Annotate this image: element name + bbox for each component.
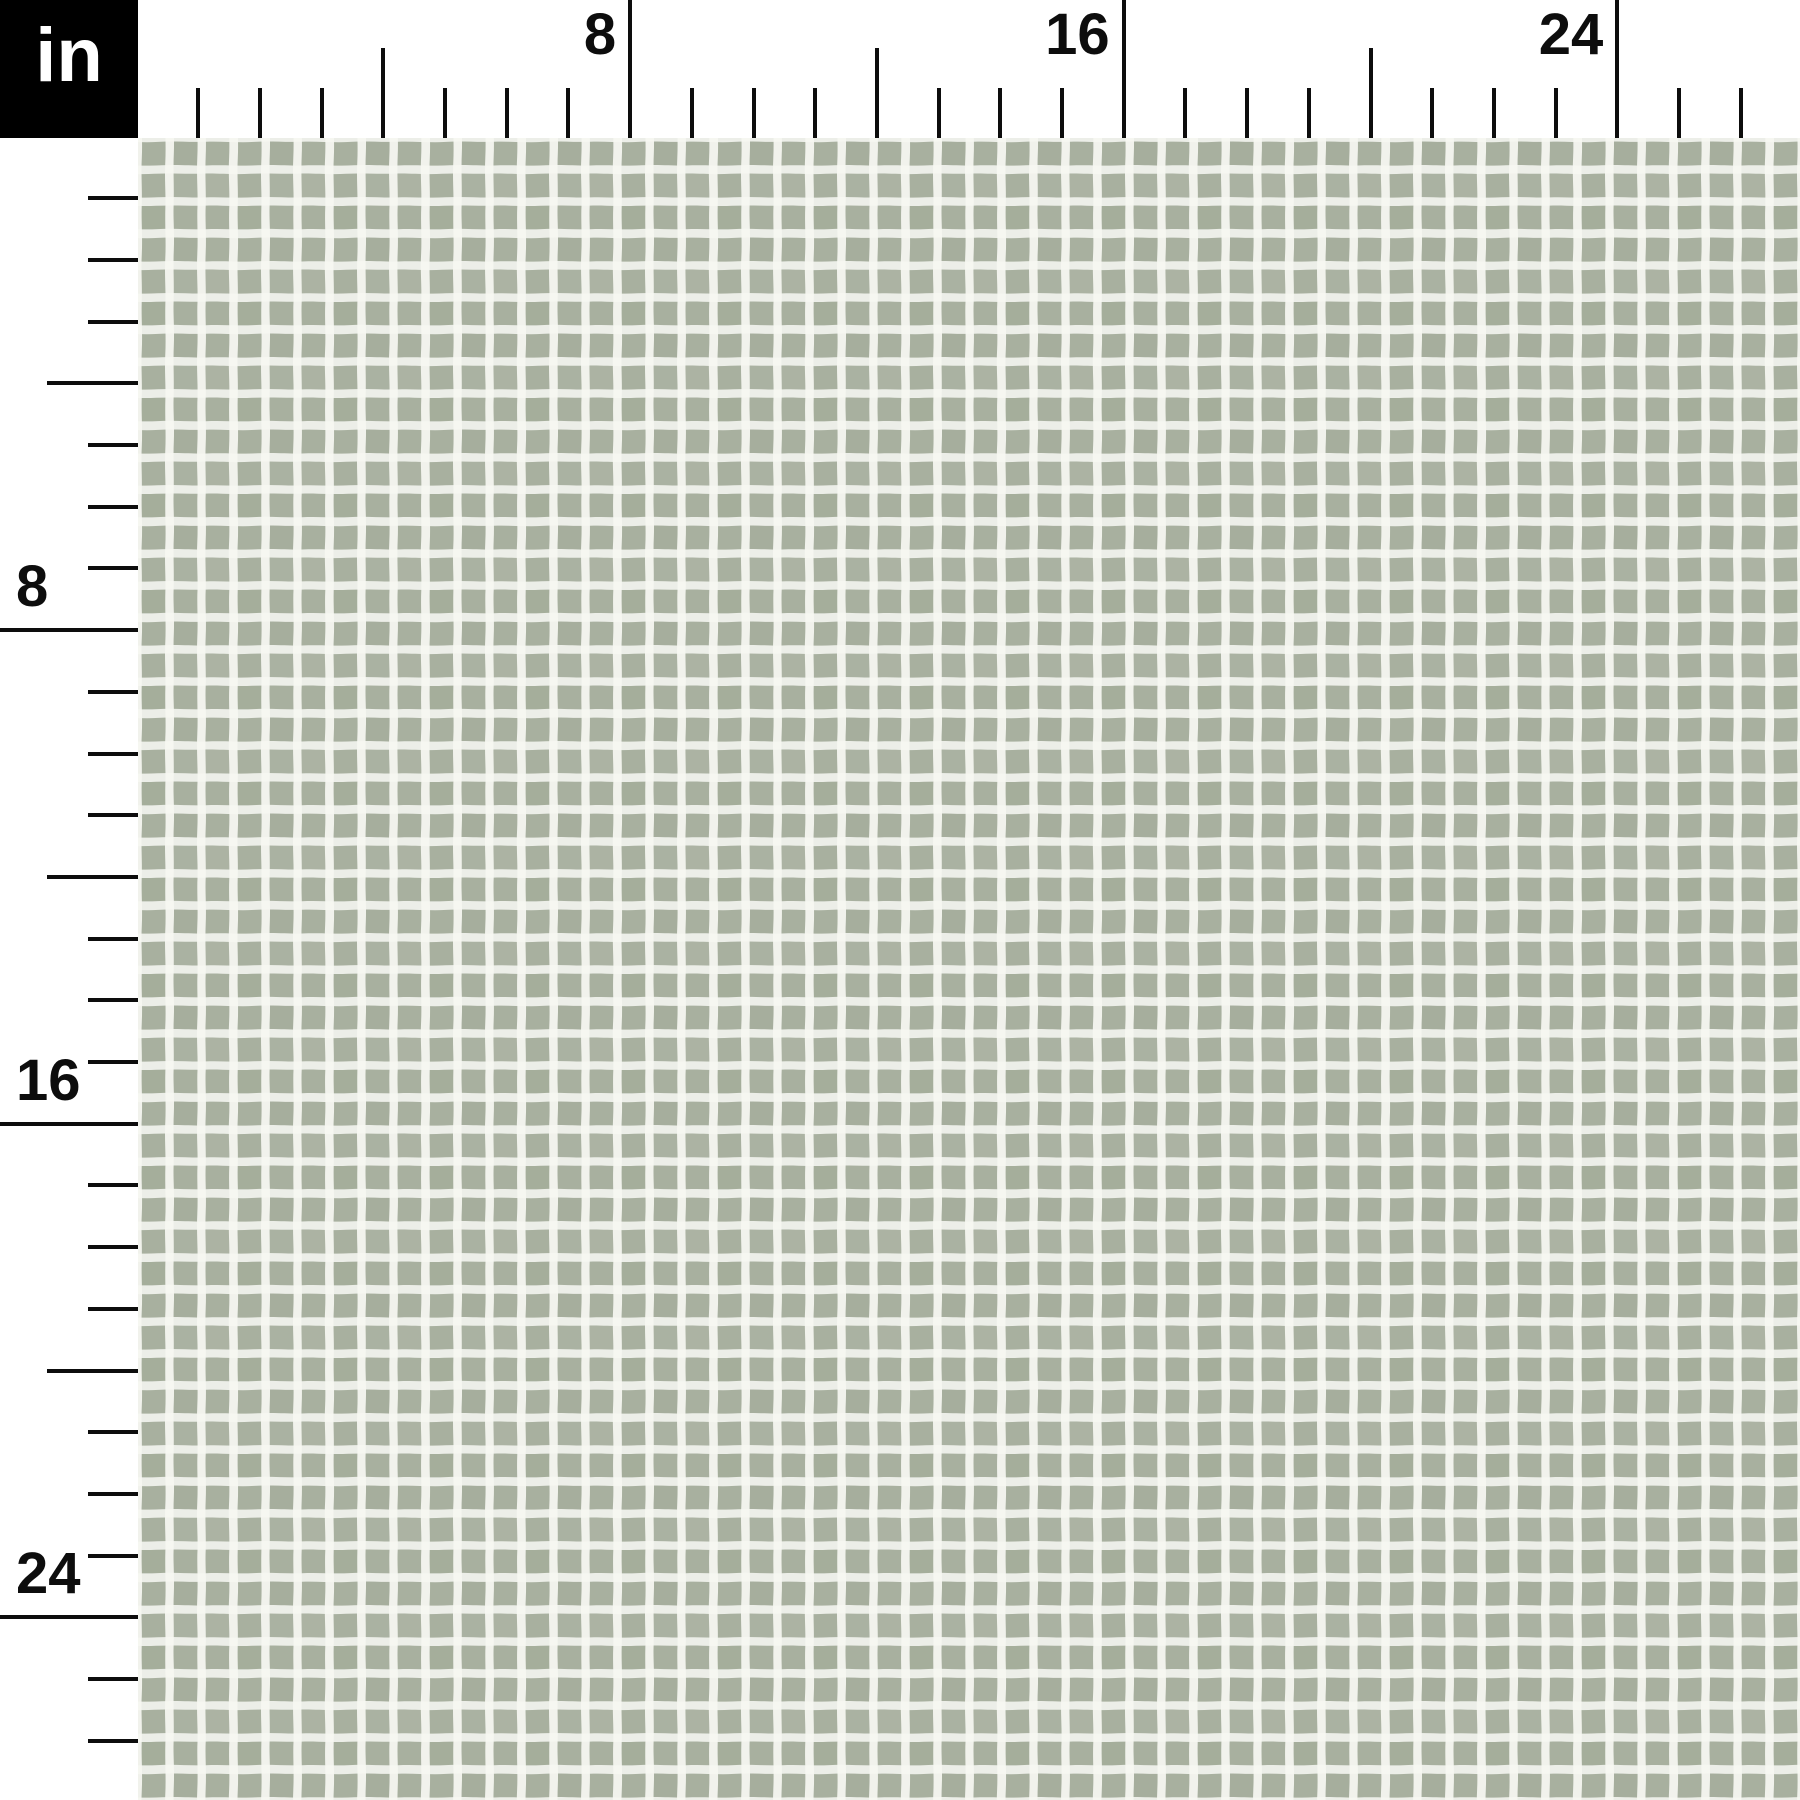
ruler-tick-top-9in <box>689 88 694 138</box>
ruler-label-left-24: 24 <box>16 1541 81 1607</box>
ruler-tick-left-13in <box>88 936 138 941</box>
ruler-tick-top-5in <box>443 88 447 138</box>
ruler-tick-top-22in <box>1491 88 1496 138</box>
ruler-tick-top-12in <box>874 48 879 138</box>
ruler-tick-top-18in <box>1245 88 1250 138</box>
ruler-tick-left-12in <box>47 874 138 879</box>
ruler-tick-left-18in <box>88 1245 138 1250</box>
ruler-tick-left-3in <box>88 319 138 324</box>
ruler-tick-top-3in <box>319 88 324 138</box>
gingham-pattern-graphic <box>138 138 1800 1800</box>
ruler-label-left-8: 8 <box>16 554 49 620</box>
ruler-tick-left-26in <box>88 1738 138 1743</box>
ruler-tick-left-21in <box>88 1430 138 1435</box>
ruler-tick-left-2in <box>88 257 138 262</box>
ruler-tick-top-11in <box>813 88 818 138</box>
ruler-tick-top-4in <box>381 48 386 138</box>
ruler-tick-left-7in <box>88 566 138 571</box>
ruler-tick-top-7in <box>566 88 571 138</box>
ruler-tick-top-16in <box>1121 0 1126 138</box>
ruler-tick-top-19in <box>1306 88 1311 138</box>
ruler-tick-left-20in <box>47 1368 138 1373</box>
ruler-tick-top-15in <box>1060 88 1064 138</box>
ruler-tick-left-23in <box>88 1553 138 1558</box>
ruler-tick-top-6in <box>504 88 509 138</box>
ruler-tick-left-4in <box>47 381 138 386</box>
ruler-tick-top-21in <box>1430 88 1435 138</box>
ruler-tick-left-1in <box>88 196 138 201</box>
ruler-tick-left-10in <box>88 751 138 756</box>
ruler-tick-top-23in <box>1553 88 1558 138</box>
ruler-tick-top-10in <box>751 88 756 138</box>
ruler-tick-left-8in <box>0 628 138 633</box>
ruler-tick-left-5in <box>88 443 138 447</box>
ruler-tick-top-8in <box>628 0 633 138</box>
ruler-tick-top-13in <box>936 88 941 138</box>
ruler-tick-top-25in <box>1677 88 1681 138</box>
ruler-tick-left-6in <box>88 504 138 509</box>
ruler-tick-left-24in <box>0 1615 138 1620</box>
ruler-tick-top-14in <box>998 88 1003 138</box>
ruler-tick-top-1in <box>196 88 201 138</box>
ruler-tick-top-20in <box>1368 48 1373 138</box>
ruler-label-top-24: 24 <box>1538 2 1604 67</box>
unit-label: in <box>35 13 103 98</box>
ruler-tick-left-19in <box>88 1306 138 1311</box>
ruler-tick-left-16in <box>0 1121 138 1126</box>
ruler-left-inches: 8 16 24 <box>0 0 138 1800</box>
ruler-tick-top-26in <box>1738 88 1743 138</box>
ruler-label-left-16: 16 <box>16 1047 81 1113</box>
ruler-label-top-16: 16 <box>1045 2 1110 67</box>
ruler-tick-left-15in <box>88 1060 138 1064</box>
ruler-label-top-8: 8 <box>583 2 617 67</box>
ruler-tick-left-11in <box>88 813 138 818</box>
ruler-tick-left-14in <box>88 998 138 1003</box>
ruler-tick-left-25in <box>88 1677 138 1681</box>
ruler-tick-top-2in <box>257 88 262 138</box>
ruler-tick-left-9in <box>88 689 138 694</box>
ruler-tick-left-17in <box>88 1183 138 1188</box>
ruler-tick-top-24in <box>1615 0 1620 138</box>
ruler-tick-top-17in <box>1183 88 1188 138</box>
ruler-top-inches: 8 16 24 <box>0 0 1800 138</box>
fabric-swatch <box>138 138 1800 1800</box>
unit-box: in <box>0 0 138 138</box>
ruler-tick-left-22in <box>88 1491 138 1496</box>
